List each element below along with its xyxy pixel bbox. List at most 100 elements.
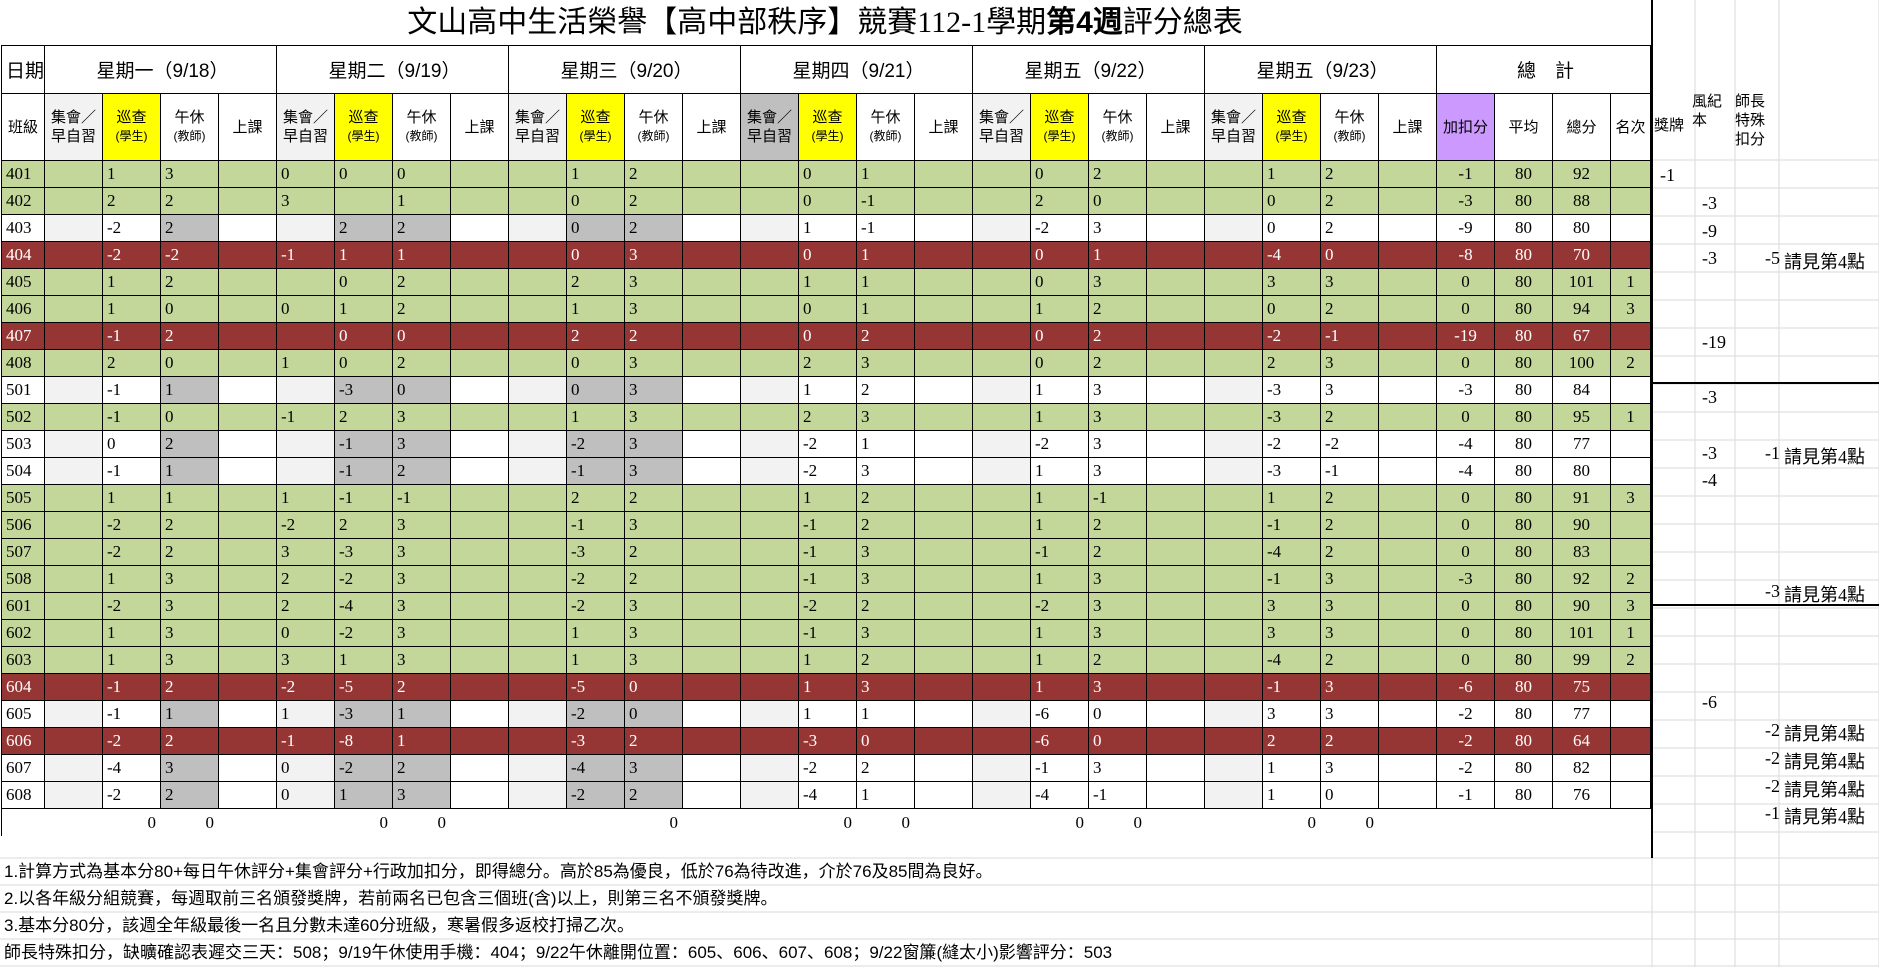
score-cell: -2 [102,214,162,242]
score-cell: 1 [856,268,916,296]
score-cell: 1 [334,646,394,674]
score-cell [508,511,568,539]
score-cell: 1 [102,160,162,188]
score-cell: 1 [1030,376,1090,404]
score-cell: 3 [1320,592,1380,620]
table-row: 507 -2 2 3 -3 3 -3 2 -1 3 -1 2 -4 2 0 80 83 [0,538,1652,566]
score-cell: 2 [1088,511,1148,539]
teacher-deduction-cell: -3 [1765,581,1780,602]
score-cell: 3 [1088,592,1148,620]
score-cell: 1 [1262,160,1322,188]
score-cell [218,457,278,485]
rank-cell [1610,538,1652,566]
score-cell [1378,322,1438,350]
score-cell: -2 [1030,592,1090,620]
score-cell [44,349,104,377]
average-cell: 80 [1494,241,1554,269]
adjust-cell: 0 [1436,484,1496,512]
score-cell: 3 [392,565,452,593]
score-cell: -1 [566,511,626,539]
score-cell [972,268,1032,296]
rank-cell [1610,214,1652,242]
score-cell [44,187,104,215]
average-cell: 80 [1494,322,1554,350]
score-cell [914,484,974,512]
score-cell: 2 [392,673,452,701]
table-row: 602 1 3 0 -2 3 1 3 -1 3 1 3 3 3 0 80 101 1 [0,619,1652,647]
score-cell: 1 [392,700,452,728]
score-cell: 1 [1262,484,1322,512]
class-number: 507 [0,538,46,566]
score-cell [450,430,510,458]
score-cell [450,754,510,782]
score-cell [1146,673,1206,701]
score-cell: -4 [1262,646,1322,674]
score-cell [508,403,568,431]
score-cell [740,781,800,809]
note-line: 師長特殊扣分，缺曠確認表遲交三天：508；9/19午休使用手機：404；9/22… [4,943,1113,962]
score-cell: 2 [624,214,684,242]
column-header: 午休 (教師) [1088,93,1148,161]
total-cell: 77 [1552,430,1612,458]
score-cell [1204,484,1264,512]
sum-empty [0,808,46,837]
score-cell: 2 [160,187,220,215]
score-cell [682,484,742,512]
score-cell [682,700,742,728]
score-cell [218,187,278,215]
score-cell [450,565,510,593]
sum-empty [1494,808,1554,837]
score-cell [972,511,1032,539]
adjust-cell: 0 [1436,349,1496,377]
score-cell [1204,295,1264,323]
score-cell: 0 [1030,322,1090,350]
score-cell: 2 [334,403,394,431]
score-cell: 3 [160,592,220,620]
score-cell [914,754,974,782]
score-cell [44,619,104,647]
score-cell [450,511,510,539]
score-cell: 1 [856,295,916,323]
score-cell: 2 [392,295,452,323]
column-header: 午休 (教師) [624,93,684,161]
score-cell: 0 [334,349,394,377]
teacher-note-cell: 請見第4點 [1784,252,1865,273]
score-cell: 1 [566,295,626,323]
sum-empty [44,808,104,837]
score-cell: 2 [1320,511,1380,539]
score-cell [218,727,278,755]
teacher-deduction-cell: -2 [1765,775,1780,796]
table-row: 604 -1 2 -2 -5 2 -5 0 1 3 1 3 -1 3 -6 80 75 [0,673,1652,701]
score-cell: -1 [1262,565,1322,593]
score-cell [740,187,800,215]
score-cell: 2 [276,592,336,620]
score-cell [740,484,800,512]
score-cell: 2 [624,781,684,809]
adjust-cell: -3 [1436,565,1496,593]
score-cell: 1 [102,295,162,323]
score-cell: -2 [1262,322,1322,350]
sum-value [566,808,626,837]
note-line: 3.基本分80分，該週全年級最後一名且分數未達60分班級，寒暑假多返校打掃乙次。 [4,916,634,935]
rank-cell [1610,727,1652,755]
score-cell: -1 [798,538,858,566]
score-cell: 0 [566,187,626,215]
score-cell: 1 [392,187,452,215]
score-cell [682,646,742,674]
score-cell [450,673,510,701]
score-cell: 0 [392,322,452,350]
discipline-book-cell: -9 [1702,220,1717,241]
score-cell: -1 [1030,754,1090,782]
score-cell: -1 [276,241,336,269]
score-cell: 1 [276,484,336,512]
average-cell: 80 [1494,673,1554,701]
column-header: 上課 [218,93,278,161]
score-cell [44,430,104,458]
column-header: 巡查 (學生) [1030,93,1090,161]
score-cell: -4 [1030,781,1090,809]
score-cell: 2 [624,565,684,593]
sum-value: 0 [160,808,220,837]
score-cell [972,565,1032,593]
score-cell: 2 [392,754,452,782]
score-cell [218,268,278,296]
